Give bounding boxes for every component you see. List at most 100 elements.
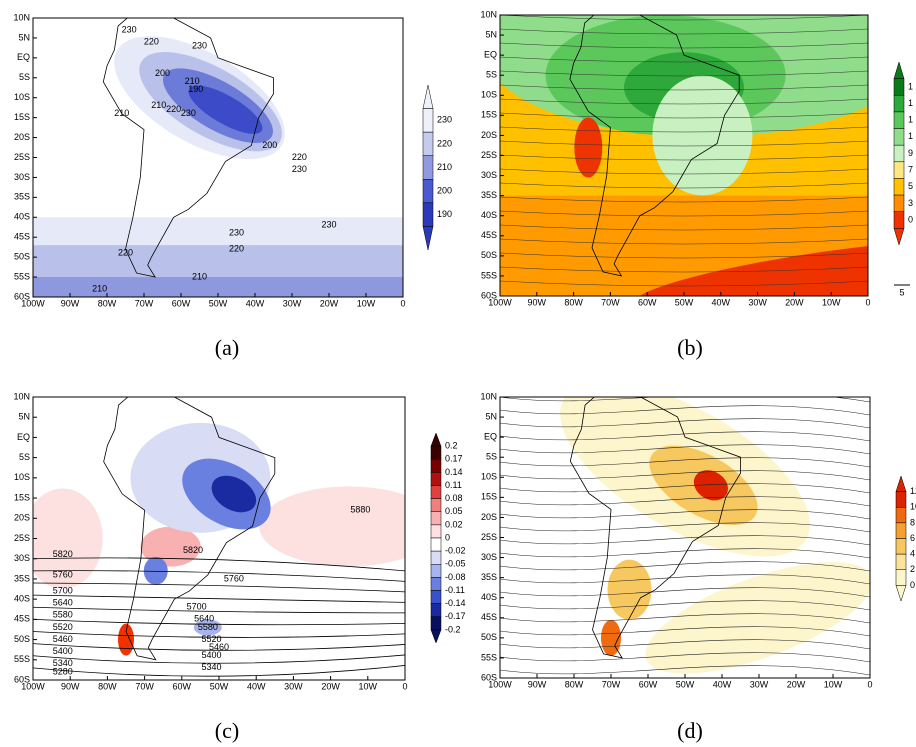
contour-label: 5580 (53, 610, 73, 620)
colorbar-arrow (430, 629, 442, 644)
shaded-area (633, 238, 868, 296)
lat-tick-label: 50S (481, 632, 497, 642)
contour-label: 230 (229, 228, 244, 238)
colorbar-label: 0 (445, 532, 450, 542)
lon-tick-label: 20W (785, 297, 804, 307)
colorbar-segment (895, 553, 907, 570)
lon-tick-label: 70W (135, 298, 154, 308)
streamline (500, 652, 870, 663)
colorbar-label: -0.17 (445, 611, 466, 621)
colorbar-label: 3 (908, 198, 913, 208)
contour-label: 200 (155, 68, 170, 78)
contour-label: 230 (122, 24, 137, 34)
lat-tick-label: 50S (481, 250, 497, 260)
colorbar-label: -0.14 (445, 598, 466, 608)
colorbar-segment (893, 144, 905, 163)
lat-tick-label: 30S (14, 553, 30, 563)
colorbar-label: -0.05 (445, 559, 466, 569)
lat-tick-label: 5N (18, 32, 30, 42)
colorbar-segment (893, 95, 905, 113)
contour-label: 5520 (202, 634, 222, 644)
lat-tick-label: 10N (480, 391, 497, 401)
lat-tick-label: 30S (481, 552, 497, 562)
lon-tick-label: 100W (488, 679, 512, 689)
lat-tick-label: 60S (14, 291, 30, 301)
contour-line (33, 606, 405, 614)
lat-tick-label: 15S (14, 112, 30, 122)
map-panel: 10N 5N EQ 5S 10S 15S 20S 25S 30S 35S 40S 45S 50S 55S 6… (480, 9, 913, 307)
lat-tick-label: 35S (481, 572, 497, 582)
coastline (569, 15, 740, 277)
streamline (500, 431, 870, 442)
lon-tick-label: 100W (488, 297, 512, 307)
streamline (500, 496, 870, 507)
colorbar-segment (430, 445, 442, 460)
colorbar-label: 7 (908, 165, 913, 175)
lat-tick-label: 25S (14, 533, 30, 543)
field (500, 15, 868, 296)
colorbar-segment (422, 179, 434, 204)
streamline (500, 639, 870, 650)
streamline (500, 470, 870, 481)
lon-tick-label: 10W (357, 298, 376, 308)
contour-label: 5580 (198, 622, 218, 632)
streamline (500, 483, 870, 494)
lon-tick-label: 80W (98, 681, 117, 691)
lon-tick-label: 50W (209, 298, 228, 308)
lat-tick-label: 60S (481, 290, 497, 300)
field (500, 397, 870, 676)
shaded-area (143, 556, 168, 585)
lat-tick-label: 15S (481, 492, 497, 502)
lon-tick-label: 40W (713, 679, 732, 689)
colorbar-segment (422, 155, 434, 180)
vector-streak (500, 154, 868, 161)
map-panel: 10N 5N EQ 5S 10S 15S 20S 25S 30S 35S 40S 45S 50S 55S 6… (13, 391, 466, 691)
contour-label: 5340 (202, 662, 222, 672)
lat-tick-label: 25S (14, 152, 30, 162)
colorbar-label: 220 (437, 138, 452, 148)
map-panel: 10N 5N EQ 5S 10S 15S 20S 25S 30S 35S 40S 45S 50S 55S 6… (480, 391, 916, 689)
lat-tick-label: 35S (14, 573, 30, 583)
lat-tick-label: 10S (14, 472, 30, 482)
colorbar-label: 6 (910, 533, 915, 543)
shaded-area (193, 619, 222, 636)
colorbar-arrow (895, 475, 907, 492)
colorbar-label: 0.2 (445, 441, 458, 451)
colorbar-segment (430, 485, 442, 499)
shaded-area (211, 475, 257, 513)
lon-tick-label: 50W (676, 679, 695, 689)
lat-tick-label: 35S (481, 190, 497, 200)
contour-label: 5520 (53, 622, 73, 632)
colorbar-segment (893, 111, 905, 129)
vector-streak (500, 182, 868, 189)
vector-streak (500, 238, 868, 245)
shaded-area (607, 559, 652, 620)
vector-streak (500, 98, 868, 105)
lat-tick-label: 35S (14, 192, 30, 202)
lat-tick-label: 15S (14, 492, 30, 502)
lat-tick-label: 50S (14, 634, 30, 644)
contour-label: 5400 (53, 646, 73, 656)
lon-tick-label: 100W (21, 298, 45, 308)
lon-tick-label: 0 (865, 297, 870, 307)
streamline (500, 548, 870, 559)
lat-tick-label: 40S (14, 212, 30, 222)
lon-tick-label: 30W (750, 679, 769, 689)
contour-label: 5640 (194, 614, 214, 624)
contour-line (33, 631, 405, 638)
vector-streak (500, 15, 868, 21)
lon-tick-label: 50W (675, 297, 694, 307)
contour-label: 5820 (53, 549, 73, 559)
contour-label: 5460 (53, 634, 73, 644)
lat-tick-label: 10S (481, 472, 497, 482)
lon-tick-label: 40W (246, 298, 265, 308)
colorbar-arrow (893, 228, 905, 246)
colorbar-segment (893, 78, 905, 96)
contour-label: 5700 (187, 602, 207, 612)
lon-tick-label: 0 (867, 679, 872, 689)
colorbar-label: 1 (908, 131, 913, 141)
contour-label: 5880 (350, 505, 370, 515)
lat-tick-label: EQ (484, 50, 497, 60)
streamline (500, 418, 870, 429)
vector-streak (500, 210, 868, 217)
